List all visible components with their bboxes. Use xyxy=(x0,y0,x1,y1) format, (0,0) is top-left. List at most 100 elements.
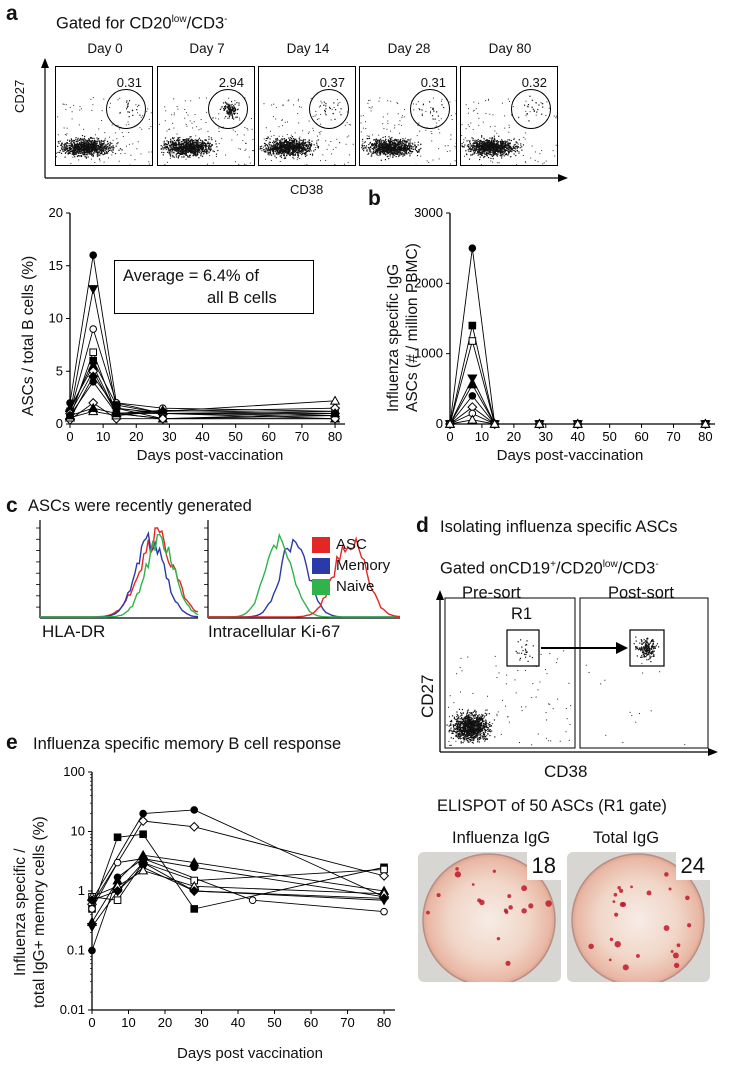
data-point xyxy=(137,865,149,875)
data-point xyxy=(444,418,456,428)
data-point xyxy=(139,809,147,818)
legend-swatch-memory xyxy=(312,557,330,574)
panel-d-xlabel: CD38 xyxy=(544,762,588,781)
x-tick-label: 60 xyxy=(304,1015,318,1030)
legend-label-naive: Naive xyxy=(336,578,375,595)
flow-plot: 0.37 xyxy=(258,66,356,166)
axes: 0 10 20 30 40 50 60 70 80 0 5 10 15 20 xyxy=(49,205,345,444)
data-point xyxy=(379,870,390,881)
average-annotation: Average = 6.4% of all B cells xyxy=(114,260,314,314)
r1-gate xyxy=(506,629,540,667)
y-tick-label: 3000 xyxy=(414,205,443,220)
well-label-total: Total IgG xyxy=(593,829,660,847)
gate-title-sup: low xyxy=(171,14,187,25)
well-surface xyxy=(571,853,705,982)
legend-label-asc: ASC xyxy=(336,536,367,553)
y-tick-label: 2000 xyxy=(414,275,443,290)
data-point xyxy=(89,378,97,386)
elispot-title: ELISPOT of 50 ASCs (R1 gate) xyxy=(437,797,667,815)
gate-r1-label: R1 xyxy=(511,605,533,623)
day-label: Day 80 xyxy=(488,41,532,56)
gate-circle xyxy=(410,89,450,129)
gate-percentage: 0.32 xyxy=(521,75,547,90)
y-tick-label: 1 xyxy=(78,883,85,898)
x-tick-label: 0 xyxy=(446,429,453,444)
x-tick-label: 40 xyxy=(231,1015,245,1030)
elispot-well-influenza: 18 xyxy=(418,852,561,982)
data-point xyxy=(113,873,122,882)
axes: 0 10 20 30 40 50 60 70 80 0.01 0.1 1 10 100 xyxy=(60,764,395,1030)
chart1-ylabel: ASCs / total B cells (%) xyxy=(20,255,37,416)
y-tick-label: 1000 xyxy=(414,346,443,361)
series-line xyxy=(449,383,706,425)
gate-percentage: 0.31 xyxy=(420,75,446,90)
data-point xyxy=(380,865,388,874)
data-point xyxy=(572,418,583,428)
y-tick-label: 5 xyxy=(56,363,63,378)
chart2-ylabel: Influenza specific IgG ASCs (# / million… xyxy=(384,243,422,412)
data-series xyxy=(86,857,390,906)
legend-memory: Memory xyxy=(312,557,390,574)
data-point xyxy=(468,321,477,330)
asc-percent-chart: 0 10 20 30 40 50 60 70 80 0 5 10 15 20 xyxy=(49,205,345,444)
data-point xyxy=(467,374,478,384)
data-point xyxy=(189,821,200,832)
y-tick-label: 0 xyxy=(56,416,63,431)
data-point xyxy=(88,905,96,913)
data-point xyxy=(190,905,199,913)
x-tick-label: 50 xyxy=(228,429,242,444)
y-tick-label: 20 xyxy=(49,205,63,220)
presort-dots xyxy=(446,639,572,746)
histogram-legend: ASC Memory Naive xyxy=(312,536,390,595)
data-point xyxy=(113,833,122,842)
x-tick-label: 10 xyxy=(475,429,489,444)
data-point xyxy=(329,395,341,405)
x-tick-label: 30 xyxy=(539,429,553,444)
y-tick-label: 10 xyxy=(49,311,63,326)
legend-swatch-naive xyxy=(312,578,330,595)
x-tick-label: 70 xyxy=(295,429,309,444)
data-point xyxy=(138,857,149,868)
legend-swatch-asc xyxy=(312,536,330,553)
day-label: Day 28 xyxy=(387,41,431,56)
data-point xyxy=(113,896,122,905)
gate-title-main: Gated for CD20 xyxy=(56,14,172,33)
data-point xyxy=(86,895,98,906)
data-point xyxy=(64,410,76,420)
x-tick-label: 20 xyxy=(158,1015,172,1030)
panel-d-ylabel: CD27 xyxy=(418,674,437,718)
x-tick-label: 40 xyxy=(195,429,209,444)
gate-circle xyxy=(208,89,248,129)
chart3-ylabel-line1: Influenza specific / xyxy=(12,848,29,976)
data-point xyxy=(112,885,123,897)
data-point xyxy=(88,402,99,412)
data-series xyxy=(64,402,341,420)
data-point xyxy=(89,325,97,333)
x-tick-label: 10 xyxy=(96,429,110,444)
legend-asc: ASC xyxy=(312,536,390,553)
hla-dr-memory-curve xyxy=(40,530,199,618)
x-tick-label: 0 xyxy=(88,1015,95,1030)
x-tick-label: 70 xyxy=(340,1015,354,1030)
gate-circle xyxy=(309,89,349,129)
data-series xyxy=(446,321,710,428)
y-tick-label: 10 xyxy=(71,824,85,839)
data-point xyxy=(88,946,96,955)
data-point xyxy=(467,379,478,389)
flow-plot: 0.31 xyxy=(359,66,457,166)
gate-circle xyxy=(106,89,146,129)
gate-percentage: 0.37 xyxy=(319,75,345,90)
flow-dots xyxy=(360,97,456,165)
data-point xyxy=(468,392,477,400)
data-point xyxy=(157,404,168,415)
data-point xyxy=(380,907,388,916)
data-point xyxy=(489,418,500,428)
chart1-xlabel: Days post-vaccination xyxy=(136,447,284,464)
gated-cd19: CD19 xyxy=(507,559,551,578)
panel-d-gate-title: Gated onCD19+/CD20low/CD3- xyxy=(440,559,659,579)
count-influenza: 18 xyxy=(526,852,561,880)
data-point xyxy=(190,863,199,872)
data-series xyxy=(446,337,710,428)
data-series xyxy=(88,854,388,955)
data-point xyxy=(700,418,711,428)
